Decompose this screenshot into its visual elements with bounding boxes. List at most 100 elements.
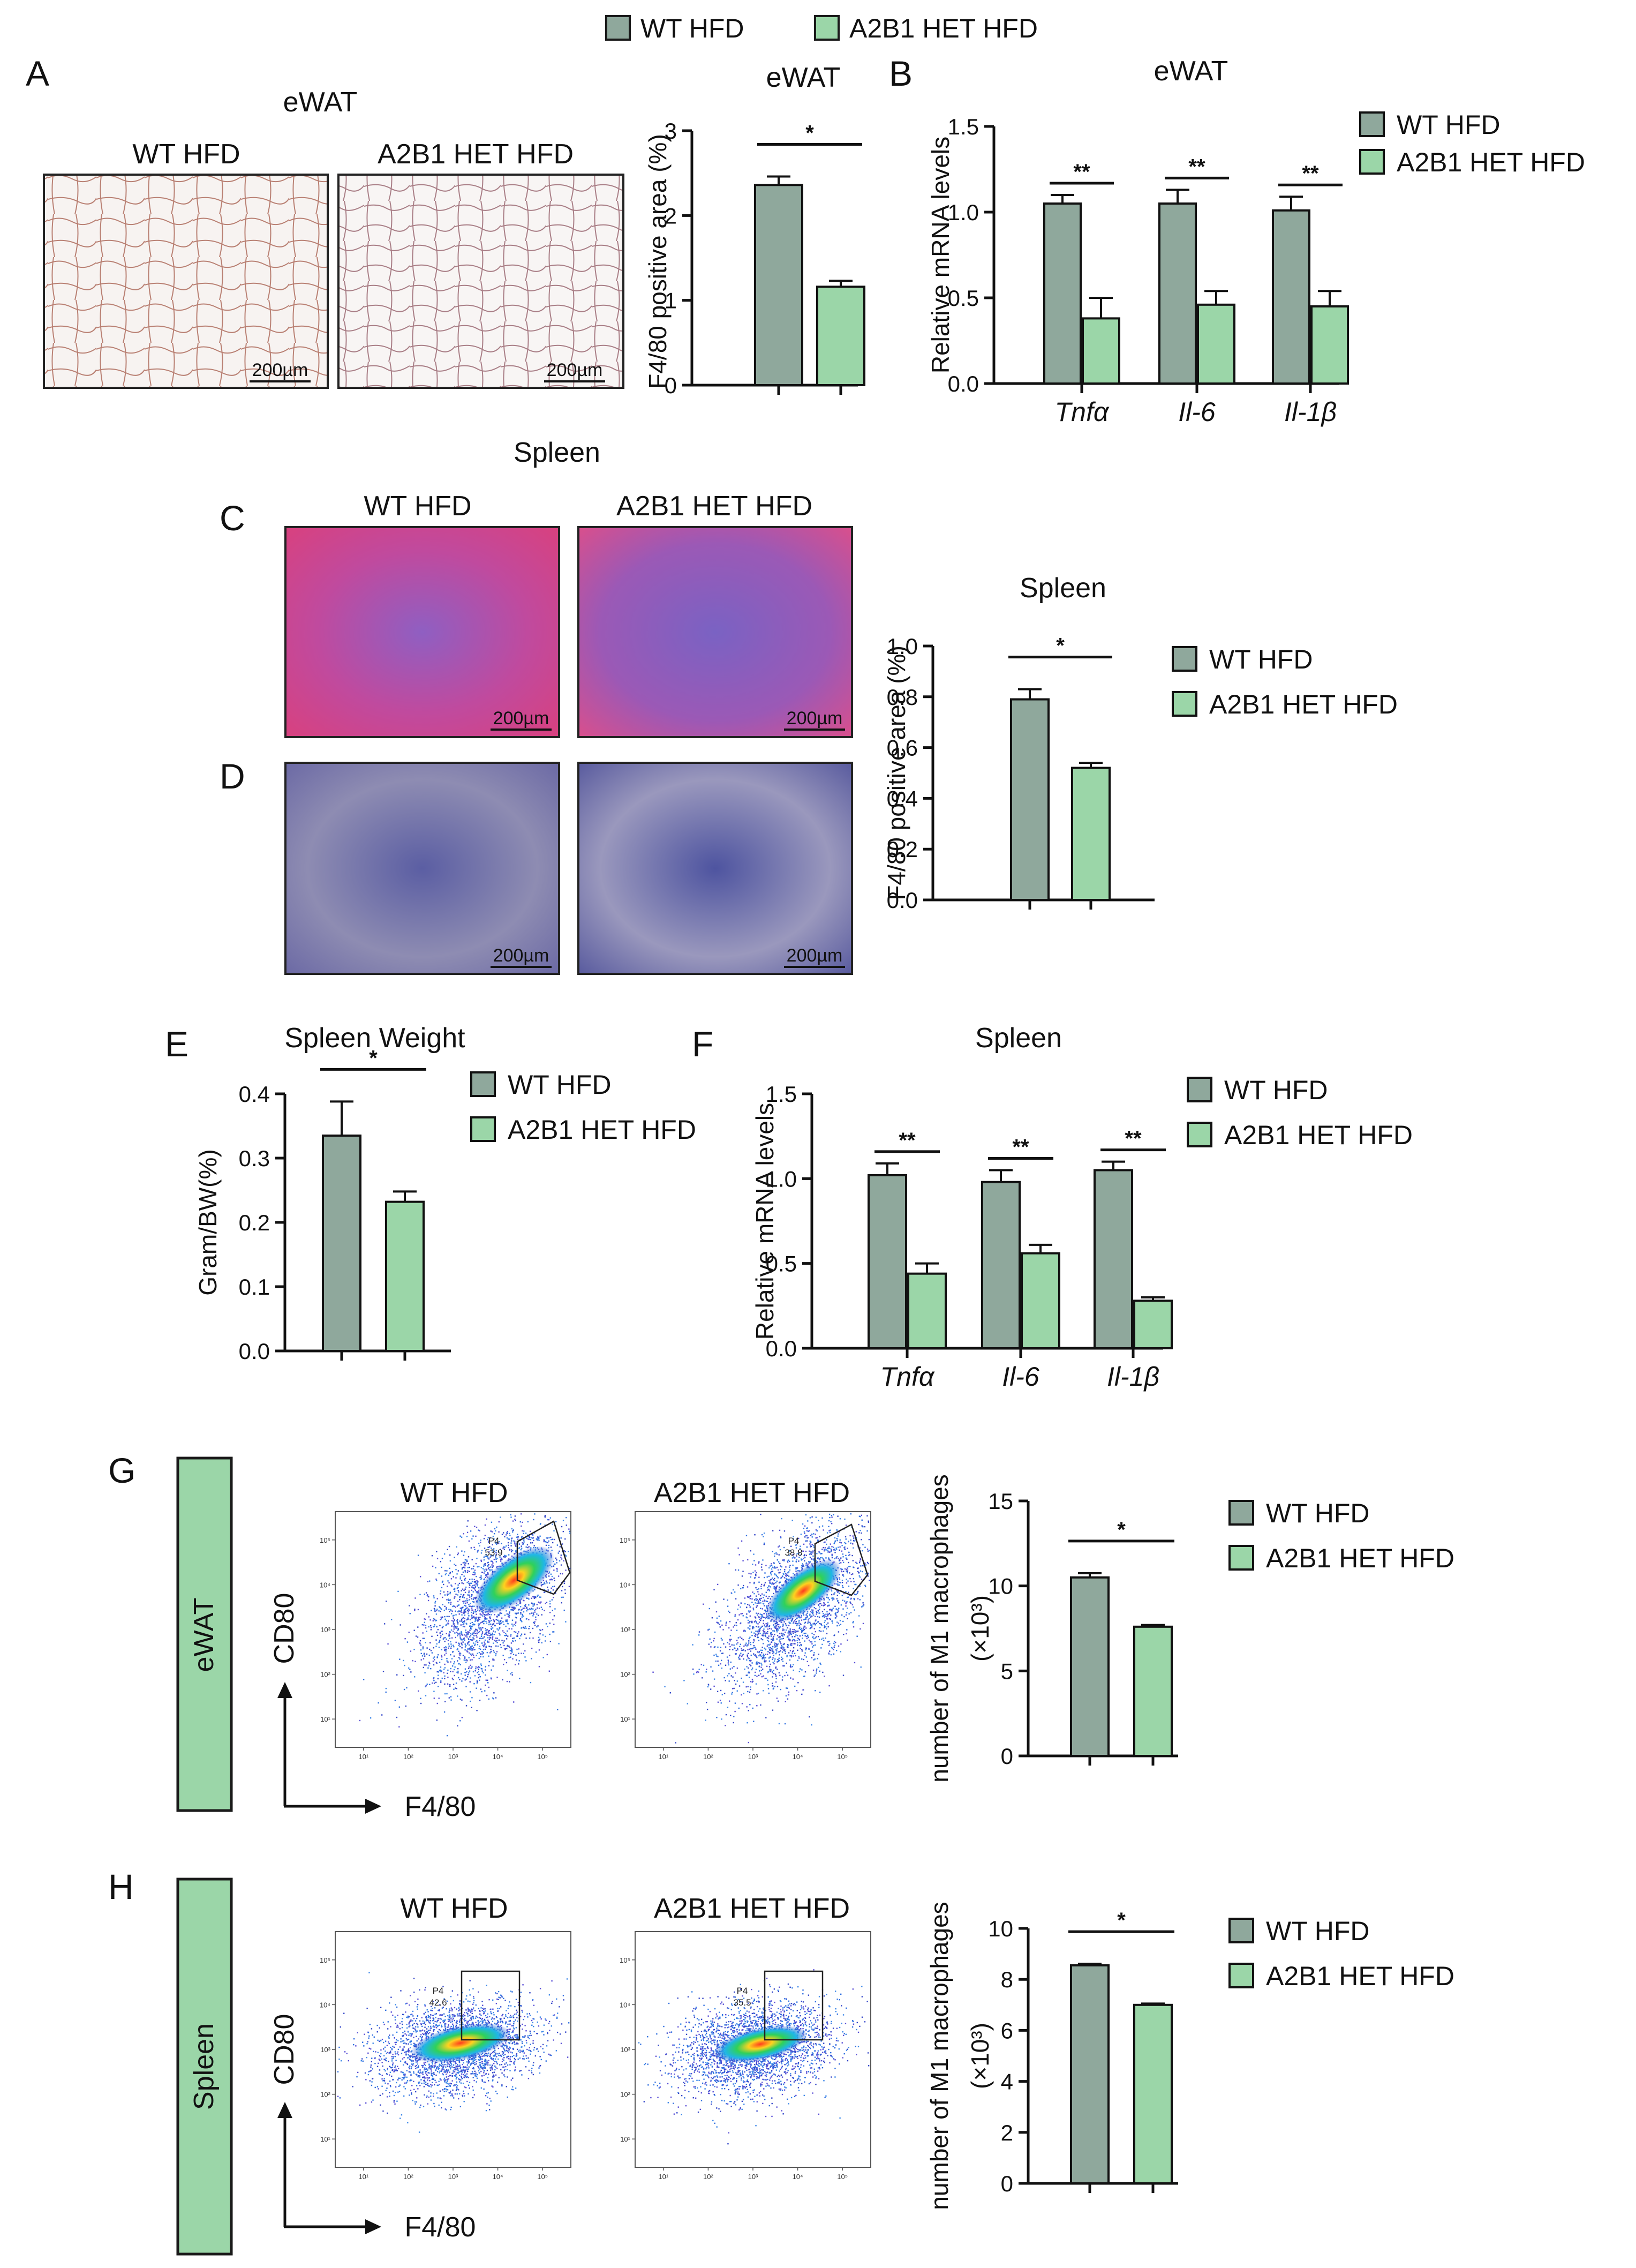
- flow-event: [426, 1683, 428, 1685]
- flow-event: [793, 1647, 795, 1649]
- flow-event: [471, 1586, 473, 1588]
- flow-event: [709, 1638, 711, 1640]
- flow-event: [470, 1634, 472, 1636]
- flow-event: [734, 1616, 736, 1617]
- flow-event: [506, 1545, 507, 1547]
- flow-event: [540, 1523, 541, 1524]
- flow-event: [823, 1546, 824, 1549]
- flow-event: [839, 1620, 841, 1621]
- flow-event: [381, 1714, 383, 1716]
- flow-event: [436, 1671, 438, 1673]
- flow-event: [813, 1644, 815, 1647]
- flow-event: [850, 1597, 852, 1599]
- flow-event: [508, 1546, 509, 1549]
- flow-event: [539, 1535, 541, 1537]
- flow-event: [478, 1669, 480, 1671]
- flow-event: [450, 1578, 453, 1580]
- flow-event: [773, 1655, 774, 1656]
- flow-event: [785, 1653, 786, 1654]
- flow-event: [454, 1597, 455, 1599]
- flow-event: [487, 1572, 489, 1574]
- flow-event: [812, 1550, 814, 1552]
- flow-event: [805, 1617, 807, 1619]
- flow-event: [555, 1521, 557, 1522]
- flow-event: [812, 1611, 813, 1613]
- flow-event: [804, 1560, 805, 1562]
- flow-event: [775, 1645, 778, 1647]
- flow-event: [466, 1636, 468, 1638]
- flow-event: [543, 1539, 545, 1541]
- flow-event: [499, 1628, 500, 1629]
- flow-event: [547, 1537, 548, 1539]
- flow-event: [448, 1647, 449, 1649]
- flow-event: [436, 1643, 438, 1645]
- flow-event: [796, 1640, 798, 1641]
- flow-event: [444, 1618, 446, 1620]
- flow-event: [484, 1564, 485, 1565]
- flow-event: [501, 1557, 503, 1559]
- flow-event: [444, 1693, 446, 1695]
- flow-event: [729, 1646, 731, 1648]
- flow-event: [564, 1554, 566, 1556]
- flow-event: [836, 1615, 838, 1617]
- flow-event: [471, 1707, 472, 1708]
- flow-event: [431, 1555, 433, 1557]
- flow-event: [433, 1664, 435, 1666]
- flow-event: [515, 1551, 517, 1552]
- flow-event: [467, 1570, 469, 1572]
- flow-event: [774, 1660, 775, 1662]
- flow-event: [440, 1631, 442, 1632]
- flow-event: [751, 1634, 753, 1636]
- flow-event: [773, 1587, 775, 1589]
- flow-x-tick-label: 10²: [703, 1753, 713, 1761]
- flow-event: [492, 1659, 494, 1661]
- flow-event: [444, 1605, 446, 1608]
- flow-event: [420, 1649, 422, 1651]
- flow-event: [843, 1616, 845, 1618]
- flow-event: [493, 1533, 495, 1535]
- flow-event: [755, 1669, 757, 1670]
- flow-event: [801, 1627, 802, 1629]
- flow-event: [424, 1618, 425, 1620]
- flow-event: [461, 1717, 463, 1718]
- flow-event: [488, 1631, 489, 1633]
- flow-event: [551, 1538, 552, 1541]
- flow-event: [455, 1577, 457, 1579]
- flow-event: [463, 1612, 465, 1614]
- flow-event: [473, 1571, 475, 1573]
- flow-event: [763, 1628, 765, 1630]
- flow-event: [815, 1620, 816, 1622]
- flow-event: [770, 1647, 772, 1649]
- flow-event: [771, 1628, 772, 1630]
- flow-event: [805, 1514, 807, 1516]
- flow-event: [748, 1710, 749, 1711]
- flow-event: [742, 1615, 744, 1617]
- flow-event: [451, 1620, 453, 1621]
- flow-event: [782, 1646, 783, 1648]
- flow-event: [396, 1674, 398, 1676]
- flow-event: [462, 1655, 464, 1656]
- flow-event: [802, 1631, 803, 1632]
- flow-event: [725, 1664, 727, 1666]
- flow-event: [752, 1604, 755, 1605]
- flow-event: [468, 1641, 470, 1643]
- flow-event: [777, 1700, 779, 1702]
- flow-event: [449, 1685, 451, 1687]
- flow-event: [839, 1581, 840, 1583]
- flow-event: [750, 1688, 751, 1691]
- flow-event: [475, 1628, 477, 1630]
- flow-event: [804, 1557, 806, 1559]
- flow-x-tick-label: 10²: [403, 1753, 413, 1761]
- flow-event: [468, 1590, 470, 1592]
- flow-event: [711, 1641, 712, 1643]
- flow-event: [540, 1606, 542, 1608]
- flow-event: [496, 1628, 498, 1630]
- flow-event: [488, 1546, 489, 1548]
- flow-event: [717, 1691, 719, 1692]
- flow-event: [741, 1677, 742, 1679]
- flow-event: [488, 1639, 491, 1641]
- flow-event: [470, 1626, 472, 1627]
- flow-event: [478, 1651, 480, 1654]
- flow-event: [761, 1534, 763, 1536]
- flow-event: [525, 1533, 527, 1534]
